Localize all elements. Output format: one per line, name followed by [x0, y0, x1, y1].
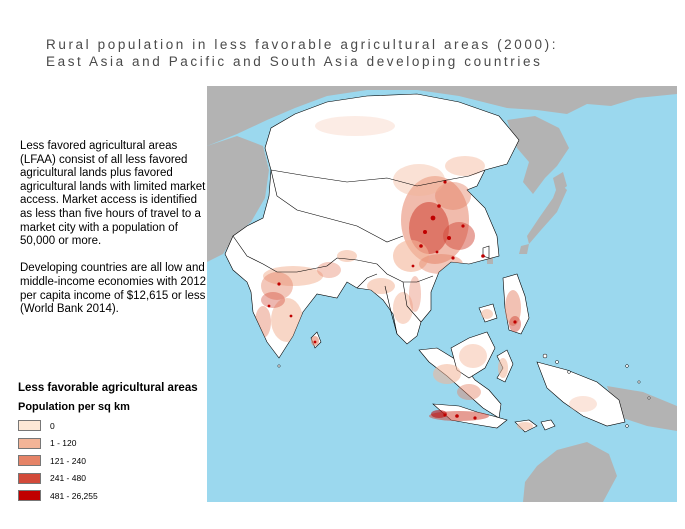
- legend: 0 1 - 120 121 - 240 241 - 480 481 - 26,2…: [18, 417, 98, 505]
- description-lfaa: Less favored agricultural areas (LFAA) c…: [20, 140, 206, 248]
- density-shading: [255, 116, 485, 342]
- map-title-line2: East Asia and Pacific and South Asia dev…: [46, 54, 543, 69]
- map-frame: [207, 86, 677, 502]
- map-svg: [207, 86, 677, 502]
- legend-label: 1 - 120: [50, 438, 77, 449]
- country-borders: [232, 169, 486, 335]
- non-study-land: [207, 86, 677, 502]
- legend-item: 481 - 26,255: [18, 487, 98, 505]
- description-developing-countries: Developing countries are all low and mid…: [20, 262, 207, 316]
- legend-swatch: [18, 490, 41, 502]
- map-title: Rural population in less favorable agric…: [46, 36, 676, 70]
- legend-title: Less favorable agricultural areas: [18, 382, 198, 394]
- legend-label: 481 - 26,255: [50, 490, 98, 501]
- legend-label: 0: [50, 420, 55, 431]
- legend-item: 241 - 480: [18, 470, 98, 488]
- legend-label: 121 - 240: [50, 455, 86, 466]
- description-panel: Less favored agricultural areas (LFAA) c…: [20, 140, 210, 330]
- legend-swatch: [18, 420, 41, 432]
- legend-item: 0: [18, 417, 98, 435]
- legend-subtitle: Population per sq km: [18, 401, 130, 413]
- map-title-line1: Rural population in less favorable agric…: [46, 37, 559, 52]
- legend-swatch: [18, 437, 41, 449]
- legend-swatch: [18, 472, 41, 484]
- legend-swatch: [18, 455, 41, 467]
- island-shading: [311, 290, 597, 430]
- density-hotspots: [267, 180, 517, 420]
- small-islands: [277, 353, 651, 428]
- legend-label: 241 - 480: [50, 473, 86, 484]
- legend-item: 121 - 240: [18, 452, 98, 470]
- legend-item: 1 - 120: [18, 435, 98, 453]
